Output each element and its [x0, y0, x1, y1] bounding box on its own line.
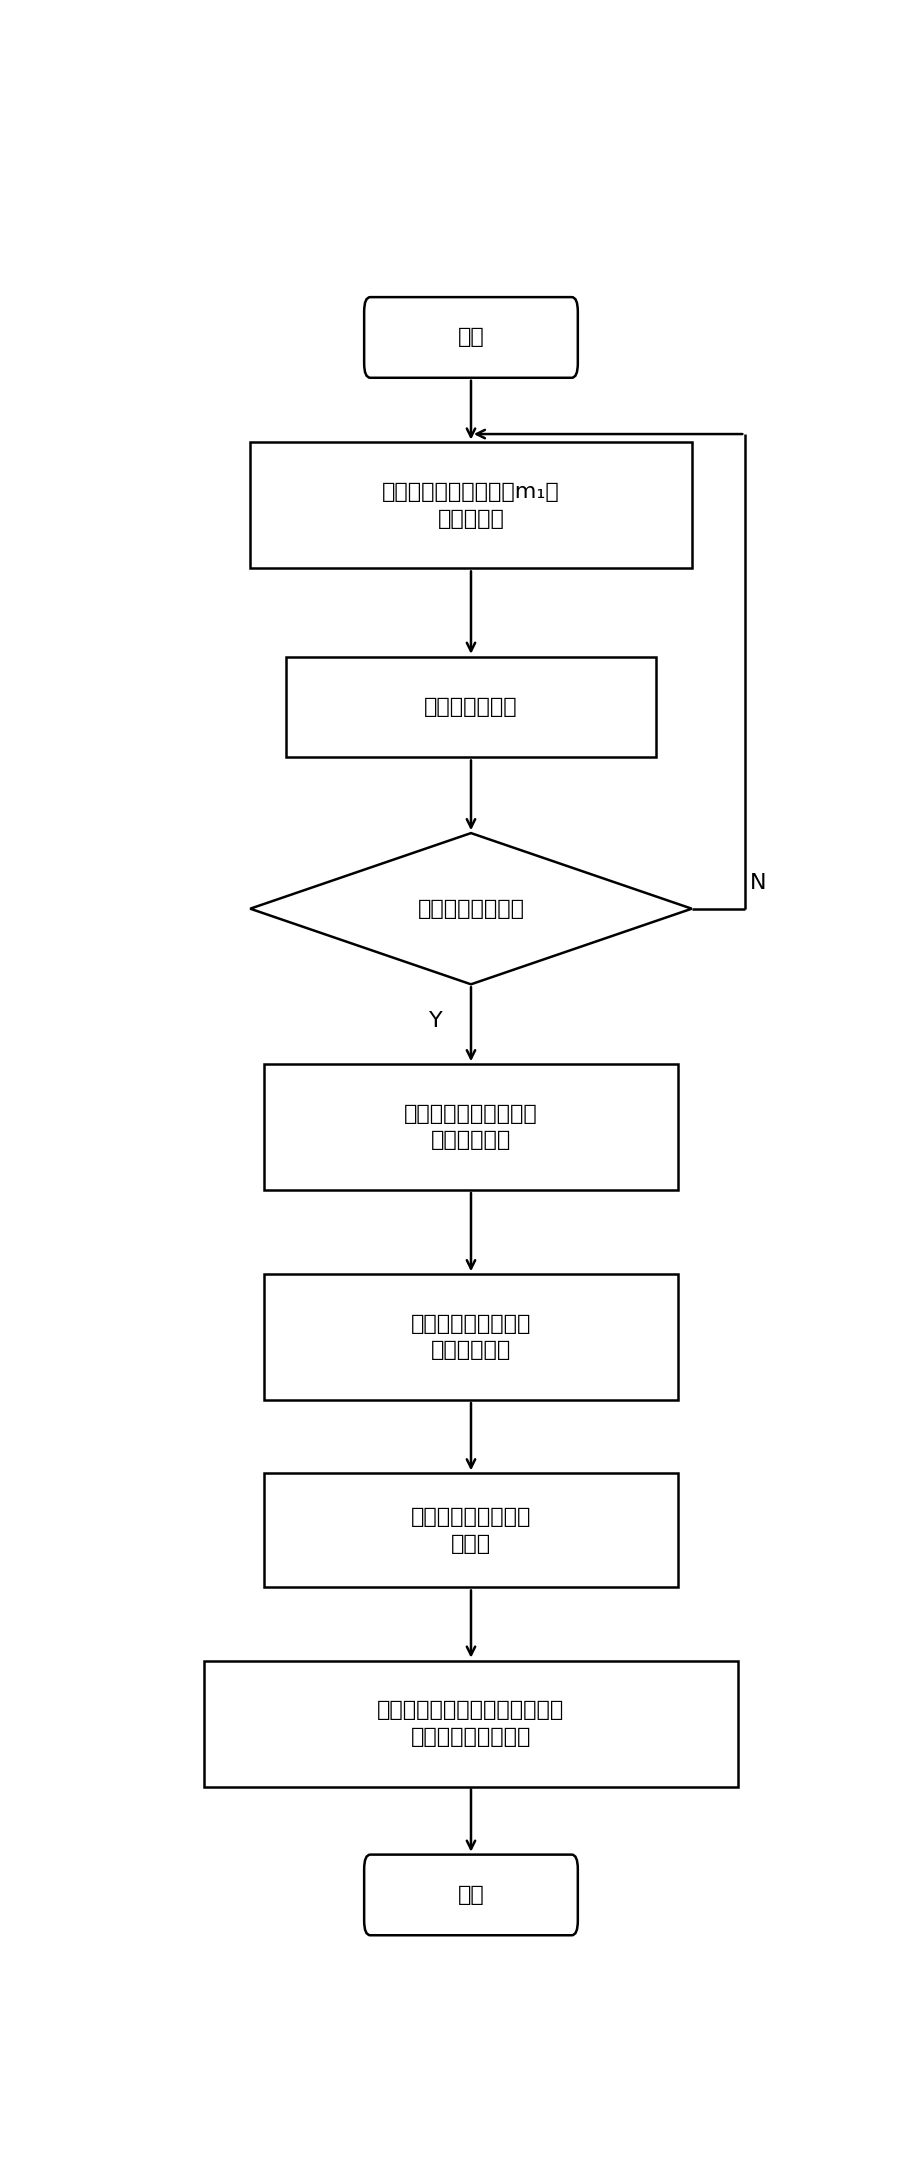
Text: 结束: 结束	[458, 1885, 484, 1905]
Text: N: N	[750, 873, 766, 892]
Text: 计算开关角度值: 计算开关角度值	[425, 696, 517, 718]
Text: 是否满足约束条件: 是否满足约束条件	[417, 899, 525, 919]
Text: 开始: 开始	[458, 327, 484, 347]
Bar	[265, 1065, 677, 1189]
Text: 加入到普通单元的调
制波中: 加入到普通单元的调 制波中	[411, 1508, 531, 1554]
Text: 产生储能单元逆变器的
开关控制信号: 产生储能单元逆变器的 开关控制信号	[404, 1104, 538, 1150]
Polygon shape	[250, 834, 692, 984]
Text: 由载波移相调制得到普通单元逆
变器的开关控制信号: 由载波移相调制得到普通单元逆 变器的开关控制信号	[378, 1700, 564, 1748]
Bar	[250, 443, 692, 570]
Bar	[265, 1274, 677, 1401]
FancyBboxPatch shape	[364, 297, 578, 377]
Bar	[204, 1661, 738, 1787]
Bar	[286, 657, 656, 757]
FancyBboxPatch shape	[364, 1855, 578, 1935]
Text: Y: Y	[428, 1010, 442, 1032]
Bar	[265, 1473, 677, 1588]
Text: 计算剩余的需要补偿
的谐波含量值: 计算剩余的需要补偿 的谐波含量值	[411, 1314, 531, 1359]
Text: 确定储能单元的调制比m₁和
开关角个数: 确定储能单元的调制比m₁和 开关角个数	[382, 482, 560, 528]
